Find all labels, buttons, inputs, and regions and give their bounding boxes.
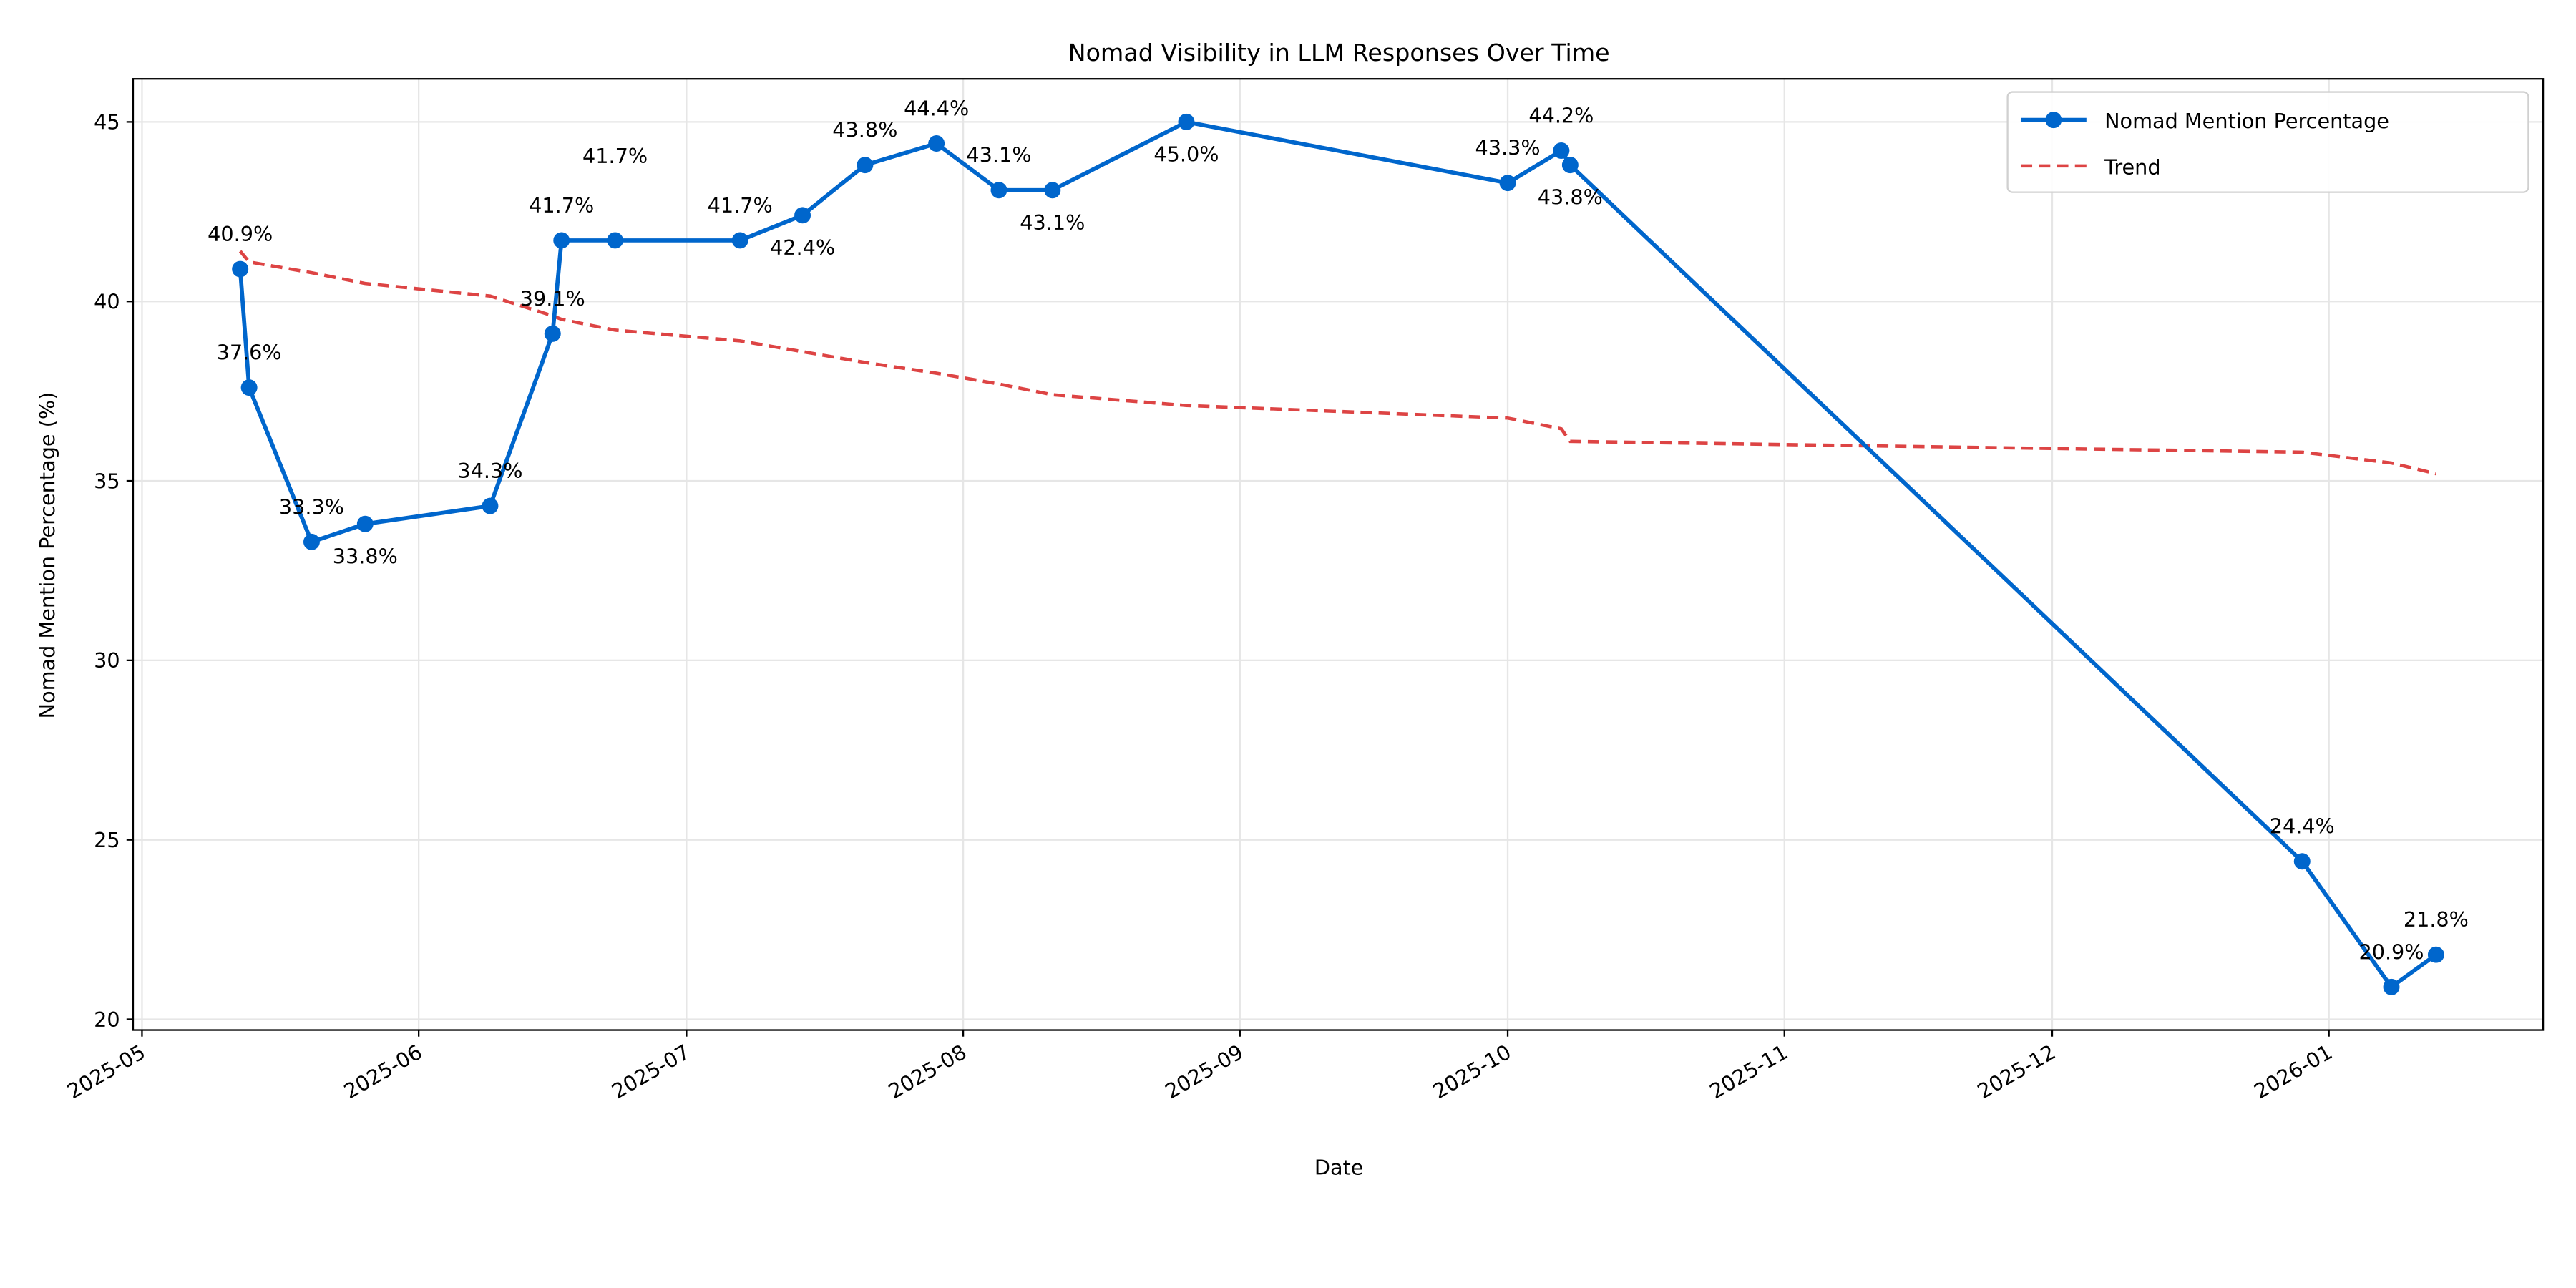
x-tick-label: 2025-12: [1974, 1040, 2060, 1103]
mention-line: [238, 119, 2438, 990]
x-axis: 2025-05 2025-06 2025-07 2025-08 2025-09 2025-…: [63, 1030, 2336, 1103]
data-label: 24.4%: [2270, 814, 2335, 839]
legend-label-main: Nomad Mention Percentage: [2104, 109, 2389, 133]
data-point: [928, 135, 945, 152]
y-tick-label: 25: [94, 828, 120, 852]
x-tick-label: 2025-10: [1429, 1040, 1516, 1103]
data-point: [2383, 978, 2400, 995]
data-point: [303, 533, 320, 550]
data-label: 43.1%: [966, 143, 1031, 167]
mention-series: [232, 113, 2444, 995]
data-label: 43.1%: [1020, 210, 1085, 235]
y-tick-label: 30: [94, 648, 120, 673]
data-label: 44.2%: [1528, 104, 1594, 128]
data-point: [1178, 113, 1195, 130]
data-point: [482, 497, 499, 514]
data-label: 41.7%: [582, 144, 648, 168]
data-point: [232, 260, 249, 278]
x-tick-label: 2025-05: [63, 1040, 150, 1103]
legend-box: [2006, 91, 2529, 193]
data-point: [1561, 157, 1579, 174]
data-point: [1499, 175, 1516, 192]
y-tick-label: 20: [94, 1008, 120, 1032]
data-label: 33.8%: [333, 544, 398, 568]
y-tick-label: 40: [94, 290, 120, 314]
data-label: 20.9%: [2358, 940, 2424, 964]
data-label: 33.3%: [279, 494, 344, 519]
plot-area-frame: [132, 78, 2545, 1031]
data-point: [1044, 182, 1061, 199]
data-point: [2293, 853, 2311, 870]
data-label: 41.7%: [529, 193, 594, 218]
y-tick-label: 35: [94, 469, 120, 493]
data-point: [607, 232, 624, 249]
data-label: 39.1%: [520, 286, 585, 311]
x-tick-label: 2025-06: [340, 1040, 426, 1103]
x-tick-label: 2026-01: [2250, 1040, 2336, 1103]
y-tick-label: 45: [94, 110, 120, 135]
data-label: 43.8%: [832, 118, 897, 142]
data-point: [857, 157, 874, 174]
y-axis: 20 25 30 35 40 45: [94, 110, 133, 1032]
data-point: [2427, 946, 2444, 963]
x-axis-label: Date: [1314, 1156, 1364, 1180]
trend-line: [238, 250, 2436, 476]
legend: Nomad Mention Percentage Trend: [2006, 91, 2529, 193]
data-point: [544, 325, 561, 342]
data-point: [240, 379, 258, 396]
legend-label-trend: Trend: [2104, 155, 2161, 179]
data-point: [794, 207, 811, 224]
data-label: 44.4%: [904, 96, 969, 120]
x-tick-label: 2025-09: [1161, 1040, 1247, 1103]
data-label: 34.3%: [457, 459, 522, 483]
data-point: [1553, 142, 1570, 160]
data-label: 37.6%: [217, 341, 282, 365]
data-point: [553, 232, 570, 249]
chart-title: Nomad Visibility in LLM Responses Over T…: [1068, 39, 1610, 67]
data-point: [990, 182, 1008, 199]
y-axis-label: Nomad Mention Percentage (%): [35, 392, 59, 719]
data-label: 45.0%: [1153, 142, 1219, 167]
trend-series: [238, 250, 2436, 476]
grid: [132, 79, 2544, 1030]
data-label: 42.4%: [770, 235, 835, 260]
data-label: 43.8%: [1538, 185, 1603, 210]
data-label: 41.7%: [708, 193, 773, 218]
data-label: 21.8%: [2404, 907, 2469, 932]
data-label: 40.9%: [208, 222, 273, 246]
data-label: 43.3%: [1475, 136, 1540, 160]
x-tick-label: 2025-07: [608, 1040, 694, 1103]
x-tick-label: 2025-08: [884, 1040, 971, 1103]
data-labels: 40.9% 37.6% 33.3% 33.8% 34.3% 39.1% 41.7% 41.7%…: [208, 96, 2469, 964]
legend-marker-main: [2045, 112, 2062, 129]
data-point: [731, 232, 748, 249]
data-point: [356, 515, 374, 532]
x-tick-label: 2025-11: [1705, 1040, 1792, 1103]
